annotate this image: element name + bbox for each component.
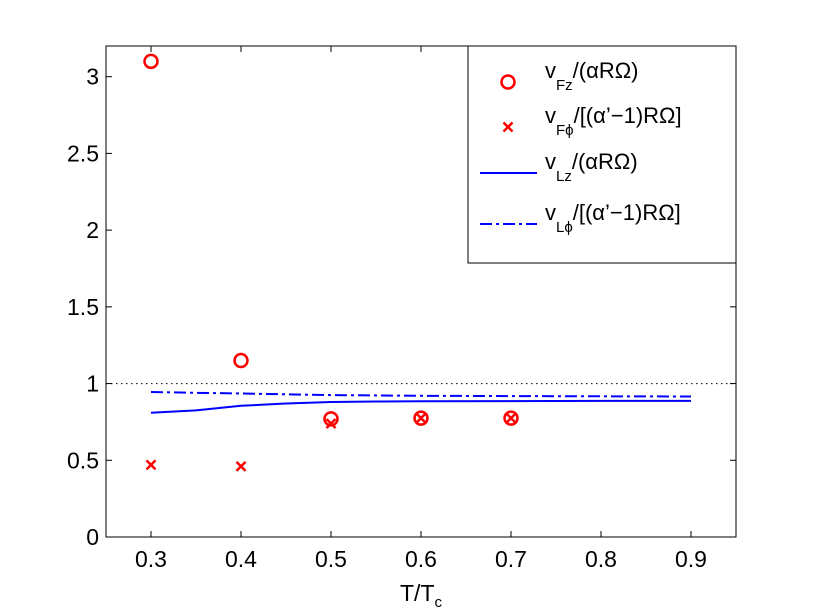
y-tick-label: 3 [86,64,99,90]
x-axis-label: T/Tc [400,580,443,611]
x-tick-label: 0.9 [675,546,707,572]
x-tick-label: 0.6 [405,546,437,572]
legend-label-post: /[(α’−1)RΩ] [573,200,681,225]
point-stroke [415,412,427,424]
y-tick-label: 0.5 [67,447,99,473]
x-axis-label-main: T/T [400,580,435,606]
point-vFz [233,352,249,369]
point-vFz [413,410,429,426]
y-tick-label: 1 [86,371,99,397]
point-stroke [235,461,247,472]
legend-label-post: /(αRΩ) [573,58,639,83]
point-vFz [323,411,339,427]
y-tick-label: 2.5 [67,140,99,166]
x-tick-label: 0.4 [225,546,257,572]
point-vFphi [505,412,517,424]
legend: vFz/(αRΩ)vFϕ/[(α’−1)RΩ]vLz/(αRΩ)vLϕ/[(α’… [467,45,737,264]
y-tick-label: 0 [86,524,99,550]
point-stroke [325,418,337,429]
data-layer [143,53,692,472]
legend-label-sub: Lz [556,168,572,185]
legend-marker-x [502,121,514,133]
series-line-vLz [150,399,691,414]
legend-label: vFz/(αRΩ) [545,58,639,94]
legend-label: vLϕ/[(α’−1)RΩ] [545,200,681,236]
legend-entry-vLphi: vLϕ/[(α’−1)RΩ] [480,200,681,236]
legend-label-pre: v [545,200,556,225]
series-line-vLphi [150,391,692,398]
x-tick-label: 0.7 [495,546,527,572]
legend-label-sub: Fz [556,77,573,94]
x-axis-label-subscript: c [435,594,443,611]
y-tick-label: 1.5 [67,294,99,320]
legend-marker-circle [500,74,516,90]
legend-label: vLz/(αRΩ) [545,149,638,185]
legend-label-post: /(αRΩ) [572,149,638,174]
point-vFz [503,410,519,426]
x-tick-label: 0.8 [585,546,617,572]
legend-entry-vFphi: vFϕ/[(α’−1)RΩ] [502,103,682,139]
point-vFphi [415,412,427,424]
point-stroke [505,412,517,424]
point-vFphi [145,459,157,471]
y-tick-label: 2 [86,217,99,243]
point-vFz [143,53,159,70]
legend-label-sub: Lϕ [556,219,573,236]
point-stroke [145,459,157,471]
x-tick-label: 0.5 [315,546,347,572]
point-vFphi [325,418,337,429]
legend-label: vFϕ/[(α’−1)RΩ] [545,103,682,139]
legend-label-post: /[(α’−1)RΩ] [574,103,682,128]
legend-entry-vFz: vFz/(αRΩ) [500,58,639,94]
legend-label-pre: v [545,103,556,128]
x-tick-label: 0.3 [135,546,167,572]
tick-layer: 0.3 0.4 0.5 0.6 0.7 0.8 0.9 0 0.5 1 1.5 2 2.5 3 [67,46,736,572]
legend-label-sub: Fϕ [556,122,574,139]
legend-label-pre: v [545,58,556,83]
point-vFphi [235,461,247,472]
legend-label-pre: v [545,149,556,174]
legend-entry-vLz: vLz/(αRΩ) [480,149,638,185]
legend-box [467,45,737,264]
